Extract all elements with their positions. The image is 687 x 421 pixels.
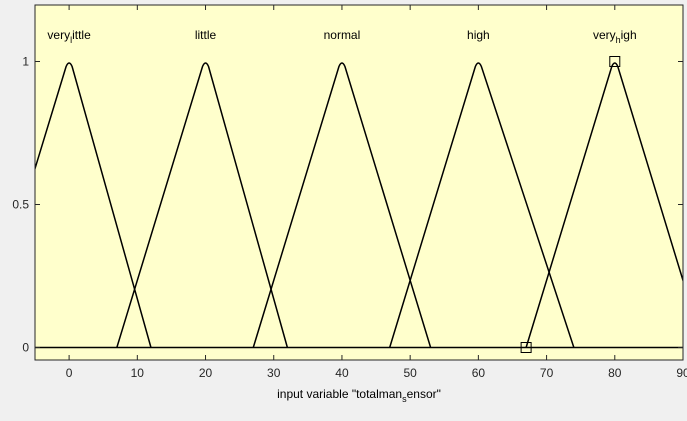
y-tick-label-2: 1	[22, 55, 29, 69]
y-tick-label-1: 0.5	[12, 198, 29, 212]
x-tick-label-7: 70	[540, 366, 554, 380]
marker-square-0	[609, 56, 621, 67]
mf-label-4: veryhigh	[593, 28, 637, 45]
mf-label-2: normal	[324, 28, 361, 42]
plot-area	[35, 5, 683, 360]
x-tick-label-9: 90	[676, 366, 687, 380]
mf-label-0: verylittle	[47, 28, 91, 45]
mf-label-layer: verylittle little normal high veryhigh	[47, 28, 636, 45]
x-axis-label: input variable "totalmansensor"	[277, 387, 441, 404]
mf-label-3: high	[467, 28, 490, 42]
mf-label-1: little	[195, 28, 217, 42]
mf-curve-0	[35, 62, 152, 348]
mf-curve-3	[388, 62, 575, 348]
x-tick-label-4: 40	[335, 366, 349, 380]
y-tick-label-0: 0	[22, 341, 29, 355]
x-tick-label-5: 50	[403, 366, 417, 380]
x-tick-label-8: 80	[608, 366, 622, 380]
mf-curve-2	[252, 62, 432, 348]
axes: 0 10 20 30 40 50 60 70 80 90 0 0.5 1	[12, 4, 687, 380]
x-tick-label-6: 60	[472, 366, 486, 380]
axes-box	[34, 4, 684, 361]
marker-square-1	[520, 342, 532, 353]
x-tick-label-3: 30	[267, 366, 281, 380]
mf-curve-1	[116, 62, 289, 348]
x-tick-label-0: 0	[66, 366, 73, 380]
x-tick-label-2: 20	[199, 366, 213, 380]
x-tick-label-1: 10	[131, 366, 145, 380]
marker-layer	[520, 56, 621, 353]
